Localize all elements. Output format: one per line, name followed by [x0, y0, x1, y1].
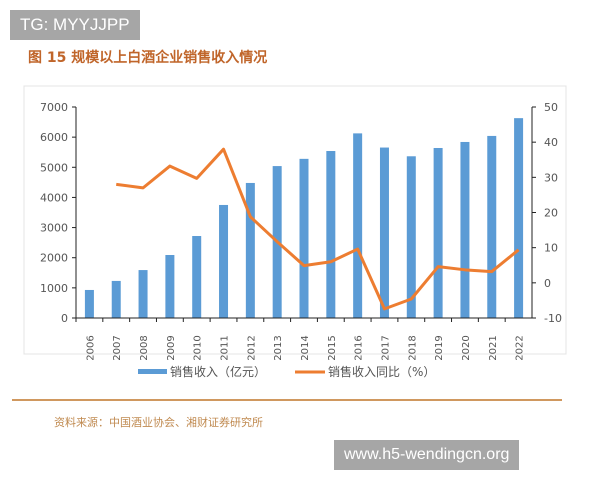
line-yoy: [116, 147, 520, 311]
x-tick-label: 2011: [220, 335, 231, 360]
y-left-tick-label: 2000: [40, 252, 68, 265]
y-right-tick-label: 30: [544, 171, 558, 184]
chart-title: 图 15 规模以上白酒企业销售收入情况: [28, 50, 268, 66]
y-right-tick-label: 50: [544, 101, 558, 114]
y-left-tick-label: 3000: [40, 222, 68, 235]
bar-2010: [192, 236, 202, 318]
x-tick-label: 2021: [488, 335, 499, 360]
y-left-tick-label: 1000: [40, 282, 68, 295]
x-tick-label: 2007: [112, 335, 123, 360]
bar-2009: [165, 255, 175, 318]
bar-2022: [514, 118, 524, 318]
y-right-tick-label: 40: [544, 136, 558, 149]
bar-2012: [245, 182, 255, 318]
bar-2018: [406, 156, 416, 318]
x-tick-label: 2020: [461, 335, 472, 360]
x-tick-label: 2006: [85, 335, 96, 360]
x-tick-label: 2018: [407, 335, 418, 360]
y-left-tick-label: 6000: [40, 131, 68, 144]
x-tick-label: 2015: [327, 335, 338, 360]
watermark-top: TG: MYYJJPP: [10, 10, 140, 40]
bar-2015: [326, 151, 336, 318]
x-tick-label: 2009: [166, 335, 177, 360]
bar-2019: [433, 147, 443, 318]
bar-2017: [379, 147, 389, 318]
bar-2021: [487, 135, 497, 318]
bar-2006: [84, 289, 94, 318]
x-tick-label: 2014: [300, 335, 311, 360]
x-tick-label: 2019: [434, 335, 445, 360]
y-left-tick-label: 5000: [40, 161, 68, 174]
bar-2020: [460, 141, 470, 318]
y-right-tick-label: 20: [544, 207, 558, 220]
y-right-tick-label: 10: [544, 242, 558, 255]
y-left-tick-label: 0: [61, 312, 68, 325]
watermark-bottom: www.h5-wendingcn.org: [334, 440, 520, 470]
bar-2011: [219, 204, 229, 318]
bar-2014: [299, 158, 309, 318]
y-left-tick-label: 7000: [40, 101, 68, 114]
bar-2007: [111, 280, 121, 318]
x-tick-label: 2010: [193, 335, 204, 360]
y-right-tick-label: -10: [544, 312, 562, 325]
bar-2016: [353, 133, 363, 318]
x-tick-label: 2008: [139, 335, 150, 360]
chart-frame: [23, 85, 567, 355]
x-tick-label: 2017: [380, 335, 391, 360]
x-tick-label: 2013: [273, 335, 284, 360]
bar-2008: [138, 270, 148, 318]
x-tick-label: 2022: [515, 335, 526, 360]
y-right-tick-label: 0: [544, 277, 551, 290]
x-tick-label: 2016: [354, 335, 365, 360]
legend-swatch-bar: [138, 369, 167, 374]
x-tick-label: 2012: [246, 335, 257, 360]
legend-label-bar: 销售收入（亿元）: [170, 364, 266, 379]
legend-label-line: 销售收入同比（%）: [328, 364, 435, 379]
y-left-tick-label: 4000: [40, 191, 68, 204]
source-note: 资料来源：中国酒业协会、湘财证券研究所: [54, 416, 263, 429]
